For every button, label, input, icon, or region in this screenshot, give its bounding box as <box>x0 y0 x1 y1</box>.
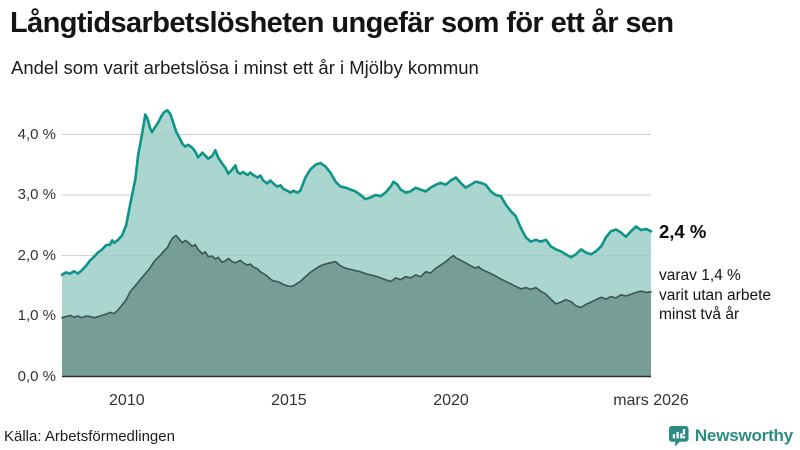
newsworthy-brand: Newsworthy <box>668 425 793 447</box>
newsworthy-brand-text: Newsworthy <box>694 426 793 445</box>
x-axis-tick-label: 2020 <box>433 392 469 409</box>
y-axis-tick-label: 2,0 % <box>17 246 56 264</box>
chart-subtitle: Andel som varit arbetslösa i minst ett å… <box>11 57 479 78</box>
y-axis-tick-label: 3,0 % <box>17 186 56 203</box>
y-axis-tick-label: 4,0 % <box>17 125 56 143</box>
y-axis-tick-label: 0,0 % <box>17 367 56 385</box>
x-axis-tick-label: mars 2026 <box>613 392 689 409</box>
annotation-line: minst två år <box>659 306 740 323</box>
x-axis-tick-label: 2010 <box>109 392 145 409</box>
secondary-series-annotation: varav 1,4 % varit utan arbete minst två … <box>659 266 771 325</box>
source-credit: Källa: Arbetsförmedlingen <box>4 428 175 445</box>
page-title: Långtidsarbetslösheten ungefär som för e… <box>10 7 674 39</box>
x-axis-tick-label: 2015 <box>271 392 307 409</box>
annotation-line: varav 1,4 % <box>659 267 741 284</box>
annotation-line: varit utan arbete <box>659 286 772 304</box>
newsworthy-logo-icon <box>668 425 689 447</box>
latest-value-label: 2,4 % <box>659 221 707 242</box>
y-axis-tick-label: 1,0 % <box>17 307 56 324</box>
